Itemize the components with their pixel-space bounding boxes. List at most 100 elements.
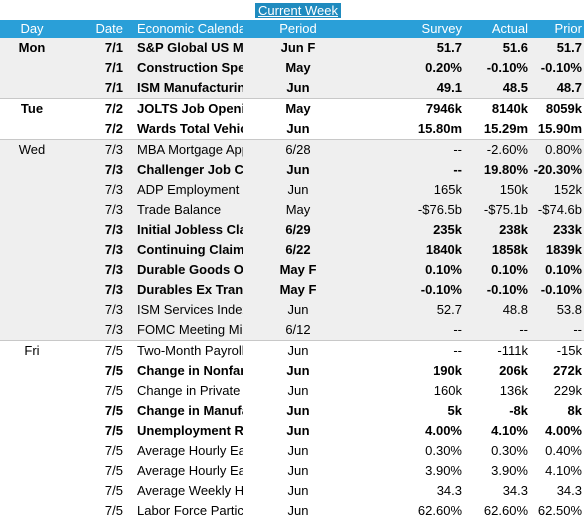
period-cell: Jun — [242, 180, 354, 200]
header-date: Date — [64, 20, 132, 38]
period-cell: 6/29 — [242, 220, 354, 240]
prior-cell: 272k — [531, 361, 584, 381]
actual-cell: 0.30% — [464, 441, 531, 461]
prior-cell: 0.80% — [531, 139, 584, 160]
date-cell: 7/1 — [64, 58, 132, 78]
title-row: Current Week — [0, 2, 584, 20]
prior-cell: 51.7 — [531, 38, 584, 58]
event-cell: Change in Private Payrolls — [132, 381, 243, 401]
period-cell: Jun — [242, 481, 354, 501]
date-cell: 7/1 — [64, 78, 132, 99]
period-cell: Jun — [242, 119, 354, 140]
table-row: 7/3 Initial Jobless Claims 6/29 235k 238… — [0, 220, 584, 240]
day-cell — [0, 260, 64, 280]
survey-cell: 165k — [353, 180, 464, 200]
actual-cell: 4.10% — [464, 421, 531, 441]
day-cell — [0, 300, 64, 320]
table-row: 7/5 Change in Manufact. Payrolls Jun 5k … — [0, 401, 584, 421]
table-row: Mon 7/1 S&P Global US Manufacturing PMI … — [0, 38, 584, 58]
header-day: Day — [0, 20, 64, 38]
event-cell: FOMC Meeting Minutes — [132, 320, 243, 341]
prior-cell: -15k — [531, 340, 584, 361]
period-cell: May — [242, 200, 354, 220]
day-cell — [0, 401, 64, 421]
date-cell: 7/5 — [64, 461, 132, 481]
actual-cell: 8140k — [464, 98, 531, 119]
header-event: Economic Calendar (Event) — [132, 20, 243, 38]
survey-cell: 0.30% — [353, 441, 464, 461]
day-cell — [0, 160, 64, 180]
date-cell: 7/2 — [64, 98, 132, 119]
actual-cell: 0.10% — [464, 260, 531, 280]
period-cell: 6/28 — [242, 139, 354, 160]
header-row: Day Date Economic Calendar (Event) Perio… — [0, 20, 584, 38]
period-cell: Jun — [242, 421, 354, 441]
header-actual: Actual — [464, 20, 531, 38]
actual-cell: 3.90% — [464, 461, 531, 481]
survey-cell: 0.10% — [353, 260, 464, 280]
table-row: 7/5 Average Weekly Hours All Jun 34.3 34… — [0, 481, 584, 501]
period-cell: Jun — [242, 441, 354, 461]
actual-cell: 48.8 — [464, 300, 531, 320]
event-cell: ADP Employment Change — [132, 180, 243, 200]
prior-cell: 34.3 — [531, 481, 584, 501]
table-row: 7/5 Average Hourly Earnings YoY Jun 3.90… — [0, 461, 584, 481]
period-cell: Jun — [242, 78, 354, 99]
event-cell: Unemployment Rate — [132, 421, 243, 441]
prior-cell: -0.10% — [531, 58, 584, 78]
day-cell — [0, 481, 64, 501]
event-cell: Labor Force Participation Rate — [132, 501, 243, 521]
period-cell: Jun — [242, 361, 354, 381]
table-row: Tue 7/2 JOLTS Job Openings May 7946k 814… — [0, 98, 584, 119]
actual-cell: 15.29m — [464, 119, 531, 140]
prior-cell: 4.10% — [531, 461, 584, 481]
table-row: 7/3 Continuing Claims 6/22 1840k 1858k 1… — [0, 240, 584, 260]
actual-cell: -111k — [464, 340, 531, 361]
date-cell: 7/5 — [64, 481, 132, 501]
survey-cell: 160k — [353, 381, 464, 401]
header-survey: Survey — [353, 20, 464, 38]
prior-cell: 229k — [531, 381, 584, 401]
header-period: Period — [242, 20, 354, 38]
day-cell: Mon — [0, 38, 64, 58]
day-cell — [0, 441, 64, 461]
event-cell: MBA Mortgage Applications — [132, 139, 243, 160]
event-cell: ISM Manufacturing — [132, 78, 243, 99]
survey-cell: 52.7 — [353, 300, 464, 320]
day-cell: Fri — [0, 340, 64, 361]
date-cell: 7/1 — [64, 38, 132, 58]
survey-cell: 190k — [353, 361, 464, 381]
survey-cell: 51.7 — [353, 38, 464, 58]
actual-cell: -2.60% — [464, 139, 531, 160]
period-cell: Jun — [242, 461, 354, 481]
table-row: 7/1 ISM Manufacturing Jun 49.1 48.5 48.7 — [0, 78, 584, 99]
prior-cell: -$74.6b — [531, 200, 584, 220]
survey-cell: -0.10% — [353, 280, 464, 300]
table-row: Fri 7/5 Two-Month Payroll Net Revision J… — [0, 340, 584, 361]
actual-cell: -- — [464, 320, 531, 341]
calendar-title[interactable]: Current Week — [255, 3, 341, 18]
period-cell: Jun F — [242, 38, 354, 58]
date-cell: 7/5 — [64, 361, 132, 381]
actual-cell: 206k — [464, 361, 531, 381]
date-cell: 7/5 — [64, 381, 132, 401]
event-cell: Average Hourly Earnings YoY — [132, 461, 243, 481]
survey-cell: -- — [353, 320, 464, 341]
date-cell: 7/3 — [64, 300, 132, 320]
day-cell — [0, 320, 64, 341]
day-cell — [0, 280, 64, 300]
day-cell — [0, 78, 64, 99]
period-cell: 6/12 — [242, 320, 354, 341]
day-cell — [0, 119, 64, 140]
prior-cell: 152k — [531, 180, 584, 200]
survey-cell: 15.80m — [353, 119, 464, 140]
table-row: 7/3 FOMC Meeting Minutes 6/12 -- -- -- — [0, 320, 584, 341]
period-cell: May F — [242, 260, 354, 280]
event-cell: Two-Month Payroll Net Revision — [132, 340, 243, 361]
date-cell: 7/3 — [64, 139, 132, 160]
table-row: 7/3 Durables Ex Transportation May F -0.… — [0, 280, 584, 300]
day-cell — [0, 220, 64, 240]
period-cell: Jun — [242, 401, 354, 421]
period-cell: Jun — [242, 340, 354, 361]
period-cell: 6/22 — [242, 240, 354, 260]
